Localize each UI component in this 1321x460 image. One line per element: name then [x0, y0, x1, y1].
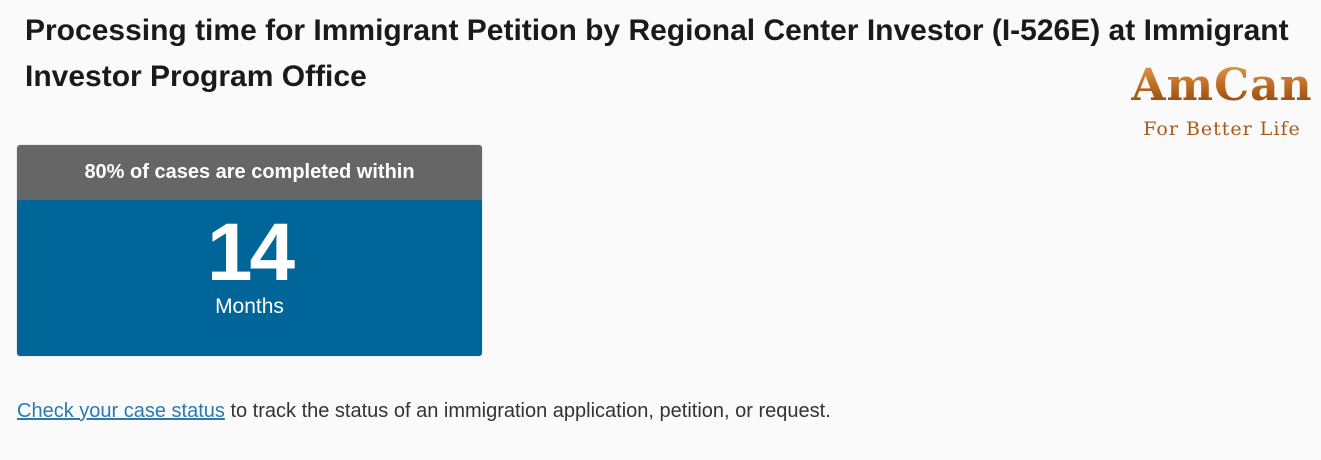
card-body: 14 Months [17, 200, 482, 356]
card-heading: 80% of cases are completed within [17, 145, 482, 200]
card-unit: Months [215, 295, 284, 318]
logo-tagline: For Better Life [1143, 118, 1301, 140]
logo-name: AmCan [1127, 60, 1317, 112]
case-status-link[interactable]: Check your case status [17, 400, 225, 422]
card-value: 14 [206, 207, 295, 298]
logo: AmCan For Better Life [1127, 60, 1317, 140]
page-title: Processing time for Immigrant Petition b… [25, 14, 1289, 93]
footer: Check your case status to track the stat… [17, 400, 831, 423]
processing-card: 80% of cases are completed within 14 Mon… [17, 145, 482, 356]
footer-text: to track the status of an immigration ap… [230, 400, 831, 422]
